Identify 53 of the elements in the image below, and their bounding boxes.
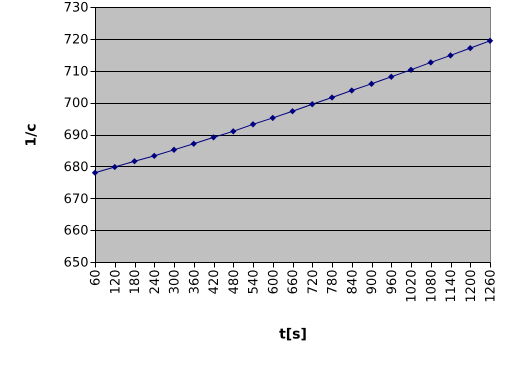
x-tick-label: 720 [306,270,321,294]
y-tick-label: 710 [64,64,88,80]
x-tick-label: 960 [384,270,400,294]
point [289,108,296,114]
point [170,146,178,153]
x-tick-label: 1140 [444,270,459,303]
x-tick-label: 300 [168,270,182,294]
point [92,170,98,176]
point [486,38,494,44]
point [230,128,236,134]
point [309,101,316,108]
y-tick-label: 680 [64,160,88,175]
point [270,114,276,122]
y-tick-label: 660 [64,224,88,239]
x-tick-label: 1020 [404,270,420,303]
x-tick-label: 60 [88,270,104,286]
y-tick-label: 720 [64,32,88,48]
point [428,59,434,66]
x-tick-label: 600 [266,270,282,294]
point [328,94,336,101]
x-tick-label: 840 [345,270,360,294]
x-tick-label: 360 [187,270,202,294]
point [250,121,256,128]
point [447,52,454,59]
point [190,140,197,147]
x-tick-label: 240 [148,270,163,294]
x-tick-label: 480 [226,270,242,294]
x-tick-label: 900 [365,270,380,294]
y-axis-title: 1/c [24,123,40,147]
x-tick-label: 1200 [464,270,479,303]
point [368,80,375,87]
x-tick-label: 1080 [424,270,440,303]
x-axis-title: t[s] [279,326,307,343]
point [408,66,414,73]
point [388,74,394,80]
y-tick-label: 700 [64,96,88,112]
x-tick-label: 1260 [484,270,498,303]
point [151,152,158,160]
y-tick-label: 690 [64,128,88,143]
point [131,158,138,164]
y-tick-label: 650 [64,256,88,270]
x-tick-label: 180 [128,270,143,294]
x-tick-label: 120 [108,270,124,294]
x-tick-label: 540 [246,270,262,294]
x-tick-label: 420 [207,270,222,294]
x-tick-label: 780 [326,270,340,294]
point [210,134,217,141]
y-tick-label: 730 [64,0,88,16]
y-tick-label: 670 [64,192,88,207]
point [112,164,118,170]
point [467,44,474,52]
point [348,87,355,94]
x-tick-label: 660 [286,270,301,294]
